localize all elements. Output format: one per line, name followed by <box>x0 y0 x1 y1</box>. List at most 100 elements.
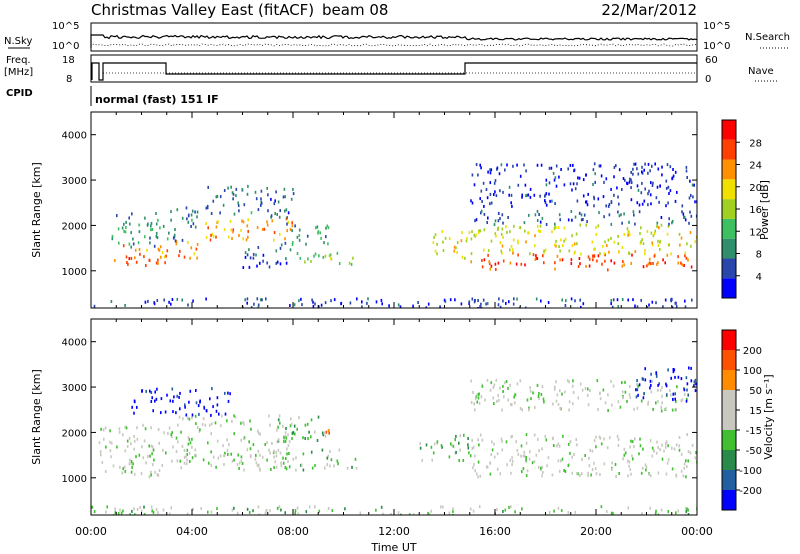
velocity-region <box>277 415 325 443</box>
velocity-cbar-tick-label: 100 <box>743 366 762 377</box>
velocity-region <box>419 433 470 462</box>
power-cbar-tick-label: 8 <box>756 250 762 261</box>
velocity-panel: 1000 2000 3000 4000 Slant Range [km] <box>30 318 698 516</box>
x-tick-label: 20:00 <box>580 525 612 538</box>
velocity-cbar-swatch <box>722 350 736 370</box>
power-cbar-label: Power [dB] <box>758 180 771 240</box>
velocity-region <box>270 448 358 472</box>
velocity-cbar-tick-label: 15 <box>749 406 762 417</box>
power-cbar-swatch <box>722 120 736 140</box>
velocity-cbar-swatch <box>722 470 736 490</box>
x-tick-label: 12:00 <box>378 525 410 538</box>
nave-tick-top: 60 <box>705 55 718 66</box>
power-cbar-tick-label: 24 <box>749 161 762 172</box>
x-tick-label: 04:00 <box>176 525 208 538</box>
velocity-cbar-swatch <box>722 410 736 430</box>
power-cbar-swatch <box>722 139 736 160</box>
power-cbar-tick-label: 4 <box>756 272 762 283</box>
nave-tick-bottom: 0 <box>705 74 711 85</box>
nsearch-tick-bottom: 10^0 <box>703 41 730 52</box>
velocity-region <box>324 429 330 438</box>
velocity-region <box>98 423 167 479</box>
velocity-region <box>469 433 697 479</box>
power-region <box>470 162 697 208</box>
velocity-cbar-swatch <box>722 390 736 410</box>
power-panel: 1000 2000 3000 4000 Slant Range [km] <box>30 111 698 309</box>
velocity-cbar-tick-label: -15 <box>746 426 762 437</box>
chart-title: Christmas Valley East (fitACF) <box>91 1 314 19</box>
nsky-tick-top: 10^5 <box>52 21 79 32</box>
power-region <box>470 253 693 272</box>
cpid-label: CPID <box>6 88 33 99</box>
velocity-ytick-label: 1000 <box>62 474 87 485</box>
velocity-region <box>167 414 295 472</box>
velocity-ytick-label: 4000 <box>62 338 87 349</box>
power-region <box>470 223 697 256</box>
power-cbar-tick-label: 16 <box>749 205 762 216</box>
power-cbar-swatch <box>722 258 736 279</box>
velocity-ylabel: Slant Range [km] <box>30 369 43 465</box>
x-tick-label: 00:00 <box>681 525 713 538</box>
freq-unit: [MHz] <box>4 67 33 78</box>
nsky-panel: N.Sky 10^5 10^0 10^5 10^0 N.Search <box>4 21 790 52</box>
velocity-cbar-tick-label: -100 <box>739 466 762 477</box>
power-ytick-label: 1000 <box>62 267 87 278</box>
beam-label: beam 08 <box>322 1 388 19</box>
date-label: 22/Mar/2012 <box>601 1 697 19</box>
power-region <box>280 222 330 247</box>
x-axis: 00:00 04:00 08:00 12:00 16:00 20:00 00:00 <box>75 525 713 538</box>
velocity-cbar-swatch <box>722 330 736 350</box>
nsearch-line <box>90 43 698 47</box>
power-cbar-tick-label: 20 <box>749 183 762 194</box>
velocity-cbar-tick-label: 200 <box>743 346 762 357</box>
power-ytick-label: 3000 <box>62 176 87 187</box>
power-ytick-label: 4000 <box>62 131 87 142</box>
power-region <box>175 239 199 260</box>
power-region <box>111 212 165 249</box>
nsky-line <box>90 34 698 48</box>
nsearch-tick-top: 10^5 <box>703 21 730 32</box>
freq-line <box>91 62 697 81</box>
power-region <box>242 246 292 269</box>
nave-label: Nave <box>748 66 774 77</box>
power-cbar-tick-label: 12 <box>749 227 762 238</box>
velocity-cbar-label: Velocity [m s⁻¹] <box>762 374 775 459</box>
freq-panel: Freq. [MHz] 18 8 60 0 Nave <box>4 54 778 85</box>
freq-label: Freq. <box>6 55 31 66</box>
power-ylabel: Slant Range [km] <box>30 162 43 258</box>
power-region <box>114 244 169 267</box>
power-cbar-swatch <box>722 218 736 239</box>
power-colorbar: Power [dB] 28 24 20 16 12 8 4 <box>721 119 771 299</box>
velocity-cbar-tick-label: 50 <box>749 386 762 397</box>
x-axis-label: Time UT <box>370 541 416 554</box>
cpid-text: normal (fast) 151 IF <box>95 93 219 106</box>
velocity-cbar-swatch <box>722 370 736 390</box>
power-region <box>432 230 471 260</box>
freq-tick-bottom: 8 <box>66 74 72 85</box>
velocity-ytick-label: 2000 <box>62 428 87 439</box>
power-ytick-label: 2000 <box>62 221 87 232</box>
nsky-label: N.Sky <box>4 36 32 47</box>
power-region <box>296 251 354 266</box>
x-tick-label: 08:00 <box>277 525 309 538</box>
velocity-colorbar: Velocity [m s⁻¹] 200 100 50 15 -15 -50 -100 -20… <box>721 329 775 511</box>
velocity-region <box>91 505 697 515</box>
velocity-cbar-tick-label: -50 <box>746 446 762 457</box>
velocity-region <box>131 387 231 417</box>
power-region <box>205 184 295 219</box>
velocity-ytick-label: 3000 <box>62 383 87 394</box>
power-cbar-swatch <box>722 199 736 219</box>
power-cbar-swatch <box>722 238 736 259</box>
x-tick-label: 00:00 <box>75 525 107 538</box>
power-cbar-tick-label: 28 <box>749 138 762 149</box>
velocity-cbar-swatch <box>722 490 736 510</box>
power-cbar-swatch <box>722 278 736 298</box>
velocity-cbar-swatch <box>722 450 736 470</box>
freq-tick-top: 18 <box>62 55 75 66</box>
nsky-tick-bottom: 10^0 <box>52 41 79 52</box>
power-cbar-swatch <box>722 159 736 180</box>
power-cbar-swatch <box>722 179 736 200</box>
nsearch-label: N.Search <box>745 32 790 43</box>
velocity-region <box>470 378 697 413</box>
